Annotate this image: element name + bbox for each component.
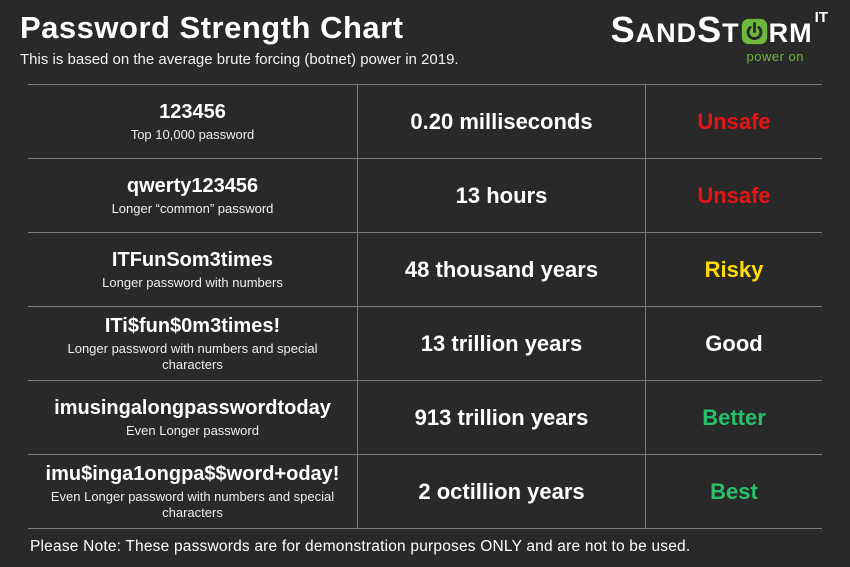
password-cell: ITi$fun$0m3times! Longer password with n… bbox=[28, 307, 357, 380]
rating-cell: Unsafe bbox=[697, 108, 771, 134]
password-cell: imusingalongpasswordtoday Even Longer pa… bbox=[28, 381, 357, 454]
logo-wordmark: S AND S T RM IT bbox=[610, 9, 828, 50]
password-cell: 123456 Top 10,000 password bbox=[28, 85, 357, 158]
crack-time-cell: 48 thousand years bbox=[357, 233, 646, 306]
password-value: ITFunSom3times bbox=[111, 248, 274, 271]
password-description: Even Longer password bbox=[126, 422, 259, 438]
footer-note: Please Note: These passwords are for dem… bbox=[30, 538, 691, 555]
header: Password Strength Chart This is based on… bbox=[0, 0, 850, 84]
page-subtitle: This is based on the average brute forci… bbox=[20, 50, 459, 68]
crack-time-cell: 2 octillion years bbox=[357, 455, 646, 528]
crack-time-cell: 13 hours bbox=[357, 159, 646, 232]
rating-cell: Unsafe bbox=[697, 182, 771, 208]
password-value: imu$inga1ongpa$$word+oday! bbox=[45, 462, 340, 485]
table-row: 123456 Top 10,000 password 0.20 millisec… bbox=[28, 85, 822, 159]
password-description: Even Longer password with numbers and sp… bbox=[50, 488, 335, 520]
table-row: imu$inga1ongpa$$word+oday! Even Longer p… bbox=[28, 455, 822, 529]
crack-time-cell: 0.20 milliseconds bbox=[357, 85, 646, 158]
logo-it-superscript: IT bbox=[814, 9, 828, 26]
rating-cell: Good bbox=[705, 330, 763, 356]
table-row: ITFunSom3times Longer password with numb… bbox=[28, 233, 822, 307]
logo-letter: S bbox=[697, 9, 723, 50]
header-text: Password Strength Chart This is based on… bbox=[20, 10, 459, 68]
rating-cell: Best bbox=[710, 478, 758, 504]
password-description: Top 10,000 password bbox=[130, 126, 255, 142]
power-button-icon bbox=[741, 18, 767, 44]
rating-cell: Better bbox=[702, 404, 766, 430]
crack-time-cell: 13 trillion years bbox=[357, 307, 646, 380]
password-description: Longer password with numbers bbox=[102, 274, 283, 290]
logo-letter: AND bbox=[635, 18, 698, 48]
table-row: imusingalongpasswordtoday Even Longer pa… bbox=[28, 381, 822, 455]
table-row: qwerty123456 Longer “common” password 13… bbox=[28, 159, 822, 233]
password-cell: qwerty123456 Longer “common” password bbox=[28, 159, 357, 232]
password-strength-table: 123456 Top 10,000 password 0.20 millisec… bbox=[28, 84, 822, 529]
password-cell: ITFunSom3times Longer password with numb… bbox=[28, 233, 357, 306]
password-description: Longer “common” password bbox=[111, 200, 274, 216]
page-title: Password Strength Chart bbox=[20, 10, 404, 45]
logo-letter: T bbox=[722, 18, 740, 48]
logo-letter: RM bbox=[768, 18, 813, 48]
logo-letter: S bbox=[610, 9, 636, 50]
password-value: 123456 bbox=[159, 100, 226, 123]
sandstorm-logo: S AND S T RM IT power on bbox=[610, 9, 828, 64]
rating-cell: Risky bbox=[704, 256, 764, 282]
password-description: Longer password with numbers and special… bbox=[67, 340, 318, 372]
password-value: qwerty123456 bbox=[126, 174, 259, 197]
password-value: ITi$fun$0m3times! bbox=[104, 314, 281, 337]
password-value: imusingalongpasswordtoday bbox=[54, 396, 331, 419]
crack-time-cell: 913 trillion years bbox=[357, 381, 646, 454]
table-row: ITi$fun$0m3times! Longer password with n… bbox=[28, 307, 822, 381]
logo-tagline: power on bbox=[746, 49, 804, 64]
password-cell: imu$inga1ongpa$$word+oday! Even Longer p… bbox=[28, 455, 357, 528]
